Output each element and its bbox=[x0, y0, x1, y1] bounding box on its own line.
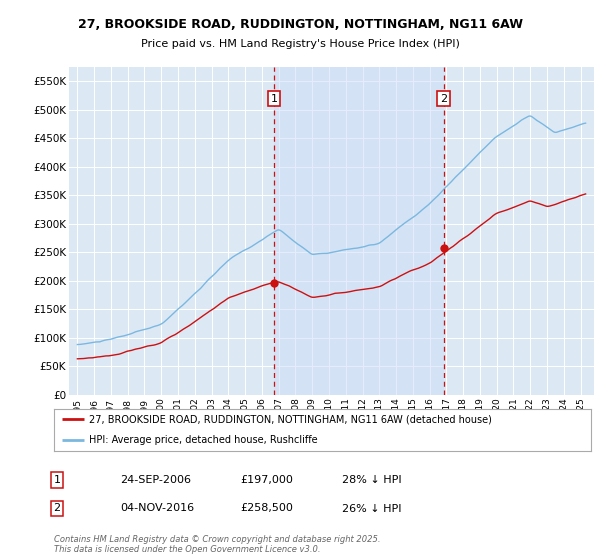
Text: 27, BROOKSIDE ROAD, RUDDINGTON, NOTTINGHAM, NG11 6AW (detached house): 27, BROOKSIDE ROAD, RUDDINGTON, NOTTINGH… bbox=[89, 414, 492, 424]
Text: Contains HM Land Registry data © Crown copyright and database right 2025.
This d: Contains HM Land Registry data © Crown c… bbox=[54, 535, 380, 554]
Text: 1: 1 bbox=[53, 475, 61, 485]
Text: £197,000: £197,000 bbox=[240, 475, 293, 485]
Text: 28% ↓ HPI: 28% ↓ HPI bbox=[342, 475, 401, 485]
Bar bbox=[274, 67, 444, 395]
Text: 27, BROOKSIDE ROAD, RUDDINGTON, NOTTINGHAM, NG11 6AW: 27, BROOKSIDE ROAD, RUDDINGTON, NOTTINGH… bbox=[77, 17, 523, 31]
Text: Price paid vs. HM Land Registry's House Price Index (HPI): Price paid vs. HM Land Registry's House … bbox=[140, 39, 460, 49]
Text: HPI: Average price, detached house, Rushcliffe: HPI: Average price, detached house, Rush… bbox=[89, 435, 317, 445]
Text: 24-SEP-2006: 24-SEP-2006 bbox=[120, 475, 191, 485]
Text: 04-NOV-2016: 04-NOV-2016 bbox=[120, 503, 194, 514]
Text: £258,500: £258,500 bbox=[240, 503, 293, 514]
Text: 2: 2 bbox=[440, 94, 447, 104]
Text: 2: 2 bbox=[53, 503, 61, 514]
Text: 1: 1 bbox=[271, 94, 278, 104]
Text: 26% ↓ HPI: 26% ↓ HPI bbox=[342, 503, 401, 514]
